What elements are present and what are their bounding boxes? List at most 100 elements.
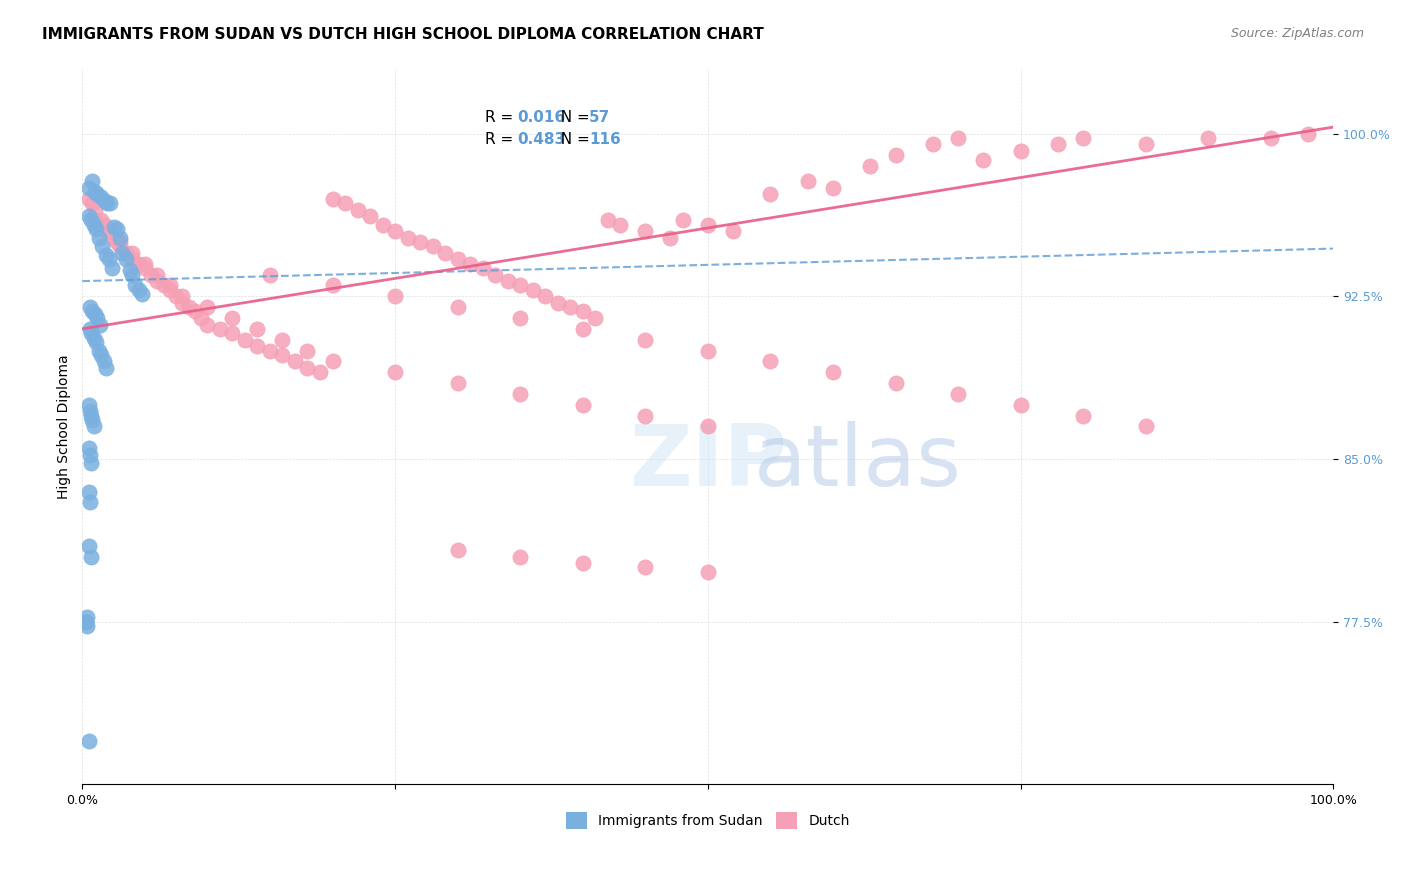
Point (446, 376, 468, 390)
Point (696, 343, 718, 358)
Point (83, 330, 105, 344)
Point (534, 289, 557, 303)
Point (1135, 137, 1157, 152)
Point (1298, 127, 1320, 141)
Point (82, 304, 104, 318)
Point (221, 310, 243, 325)
Point (571, 398, 593, 412)
Point (259, 343, 281, 358)
Point (271, 348, 294, 362)
Point (131, 287, 153, 301)
Point (96, 224, 118, 238)
Point (159, 278, 181, 293)
Point (121, 252, 143, 267)
Point (94, 218, 117, 232)
Point (97, 252, 120, 267)
Text: ZIP: ZIP (628, 421, 787, 504)
Point (1010, 398, 1032, 412)
Point (108, 231, 131, 245)
Point (90, 348, 112, 362)
Text: R =: R = (485, 111, 519, 125)
Point (509, 310, 531, 325)
Point (79, 495, 101, 509)
Point (634, 560, 657, 574)
Point (80, 456, 103, 470)
Text: 116: 116 (589, 132, 620, 146)
Text: Source: ZipAtlas.com: Source: ZipAtlas.com (1230, 27, 1364, 40)
Point (721, 224, 744, 238)
Point (93, 354, 115, 368)
Point (1010, 144, 1032, 158)
Point (80, 549, 103, 564)
Point (77, 209, 100, 223)
Point (321, 354, 343, 368)
Point (108, 235, 131, 249)
Point (359, 209, 381, 223)
Point (94, 248, 117, 262)
Point (105, 222, 128, 236)
Point (1071, 131, 1094, 145)
Point (111, 246, 134, 260)
Point (571, 322, 593, 336)
Point (82, 196, 104, 211)
Point (371, 218, 394, 232)
Point (87, 231, 110, 245)
Point (139, 268, 162, 282)
Point (77, 734, 100, 748)
Point (80, 326, 103, 341)
Point (83, 218, 105, 232)
Point (484, 268, 506, 282)
Point (384, 289, 406, 303)
Point (197, 318, 219, 332)
Point (759, 354, 782, 368)
Point (159, 283, 181, 297)
Point (346, 202, 368, 217)
Point (309, 365, 332, 379)
Point (75, 615, 97, 629)
Point (1071, 409, 1094, 423)
Point (509, 278, 531, 293)
Point (797, 174, 820, 188)
Point (77, 181, 100, 195)
Point (118, 263, 141, 277)
Point (759, 187, 782, 202)
Point (221, 326, 243, 341)
Point (76, 619, 98, 633)
Point (134, 261, 156, 276)
Point (659, 231, 682, 245)
Point (522, 283, 544, 297)
Point (96, 224, 118, 238)
Point (821, 181, 844, 195)
Point (634, 224, 657, 238)
Point (259, 268, 281, 282)
Point (89, 318, 111, 332)
Point (672, 213, 695, 227)
Point (696, 565, 718, 579)
Point (1197, 131, 1219, 145)
Point (609, 218, 631, 232)
Point (86, 310, 108, 325)
Point (103, 231, 125, 245)
Point (696, 419, 718, 434)
Text: 0.483: 0.483 (517, 132, 565, 146)
Point (233, 333, 256, 347)
Point (859, 159, 882, 173)
Point (84, 334, 107, 349)
Point (471, 261, 494, 276)
Point (560, 300, 582, 314)
Text: 57: 57 (589, 111, 610, 125)
Point (884, 148, 907, 162)
Point (82, 413, 104, 427)
Point (172, 295, 194, 310)
Point (77, 192, 100, 206)
Point (197, 300, 219, 314)
Point (105, 235, 128, 249)
Point (922, 137, 945, 152)
Point (446, 252, 468, 267)
Point (190, 310, 212, 325)
Point (446, 300, 468, 314)
Text: atlas: atlas (754, 421, 962, 504)
Point (77, 539, 100, 553)
Point (115, 246, 138, 260)
Point (101, 261, 124, 276)
